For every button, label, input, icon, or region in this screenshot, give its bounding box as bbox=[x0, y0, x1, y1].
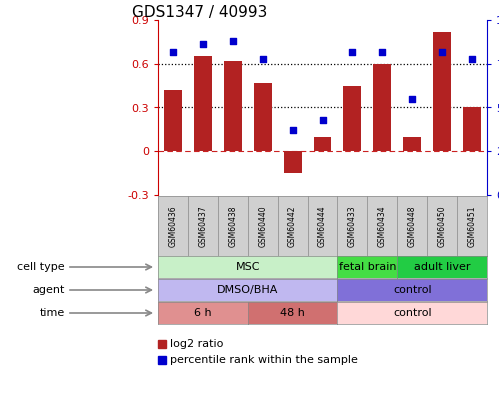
Point bbox=[468, 55, 476, 62]
Bar bbox=[224, 61, 242, 151]
Text: 48 h: 48 h bbox=[280, 308, 305, 318]
Bar bbox=[158, 356, 166, 364]
Point bbox=[408, 96, 416, 102]
Text: GSM60442: GSM60442 bbox=[288, 205, 297, 247]
Text: control: control bbox=[393, 308, 432, 318]
Bar bbox=[253, 83, 271, 151]
Text: 6 h: 6 h bbox=[194, 308, 212, 318]
Text: GSM60434: GSM60434 bbox=[378, 205, 387, 247]
Point bbox=[258, 55, 266, 62]
Text: fetal brain: fetal brain bbox=[339, 262, 396, 272]
Bar bbox=[158, 340, 166, 348]
Text: GSM60433: GSM60433 bbox=[348, 205, 357, 247]
Text: GSM60448: GSM60448 bbox=[408, 205, 417, 247]
Text: MSC: MSC bbox=[236, 262, 260, 272]
Point bbox=[318, 117, 326, 123]
Bar bbox=[164, 90, 182, 151]
Text: GSM60436: GSM60436 bbox=[169, 205, 178, 247]
Text: cell type: cell type bbox=[17, 262, 65, 272]
Text: log2 ratio: log2 ratio bbox=[170, 339, 224, 349]
Text: GSM60451: GSM60451 bbox=[468, 205, 477, 247]
Bar bbox=[313, 136, 331, 151]
Text: DMSO/BHA: DMSO/BHA bbox=[217, 285, 278, 295]
Text: percentile rank within the sample: percentile rank within the sample bbox=[170, 355, 358, 365]
Text: GSM60444: GSM60444 bbox=[318, 205, 327, 247]
Text: GSM60450: GSM60450 bbox=[438, 205, 447, 247]
Point bbox=[438, 48, 446, 55]
Text: time: time bbox=[40, 308, 65, 318]
Point bbox=[229, 38, 237, 44]
Text: adult liver: adult liver bbox=[414, 262, 471, 272]
Text: agent: agent bbox=[32, 285, 65, 295]
Text: GSM60437: GSM60437 bbox=[199, 205, 208, 247]
Bar bbox=[403, 136, 421, 151]
Bar bbox=[194, 56, 212, 151]
Text: control: control bbox=[393, 285, 432, 295]
Point bbox=[378, 48, 386, 55]
Bar bbox=[373, 64, 391, 151]
Text: GSM60440: GSM60440 bbox=[258, 205, 267, 247]
Point bbox=[199, 41, 207, 48]
Point bbox=[169, 48, 177, 55]
Point bbox=[348, 48, 356, 55]
Bar bbox=[283, 151, 301, 173]
Text: GDS1347 / 40993: GDS1347 / 40993 bbox=[132, 5, 267, 20]
Bar bbox=[433, 32, 451, 151]
Bar bbox=[343, 85, 361, 151]
Point bbox=[288, 127, 296, 134]
Bar bbox=[463, 107, 481, 151]
Text: GSM60438: GSM60438 bbox=[228, 205, 237, 247]
